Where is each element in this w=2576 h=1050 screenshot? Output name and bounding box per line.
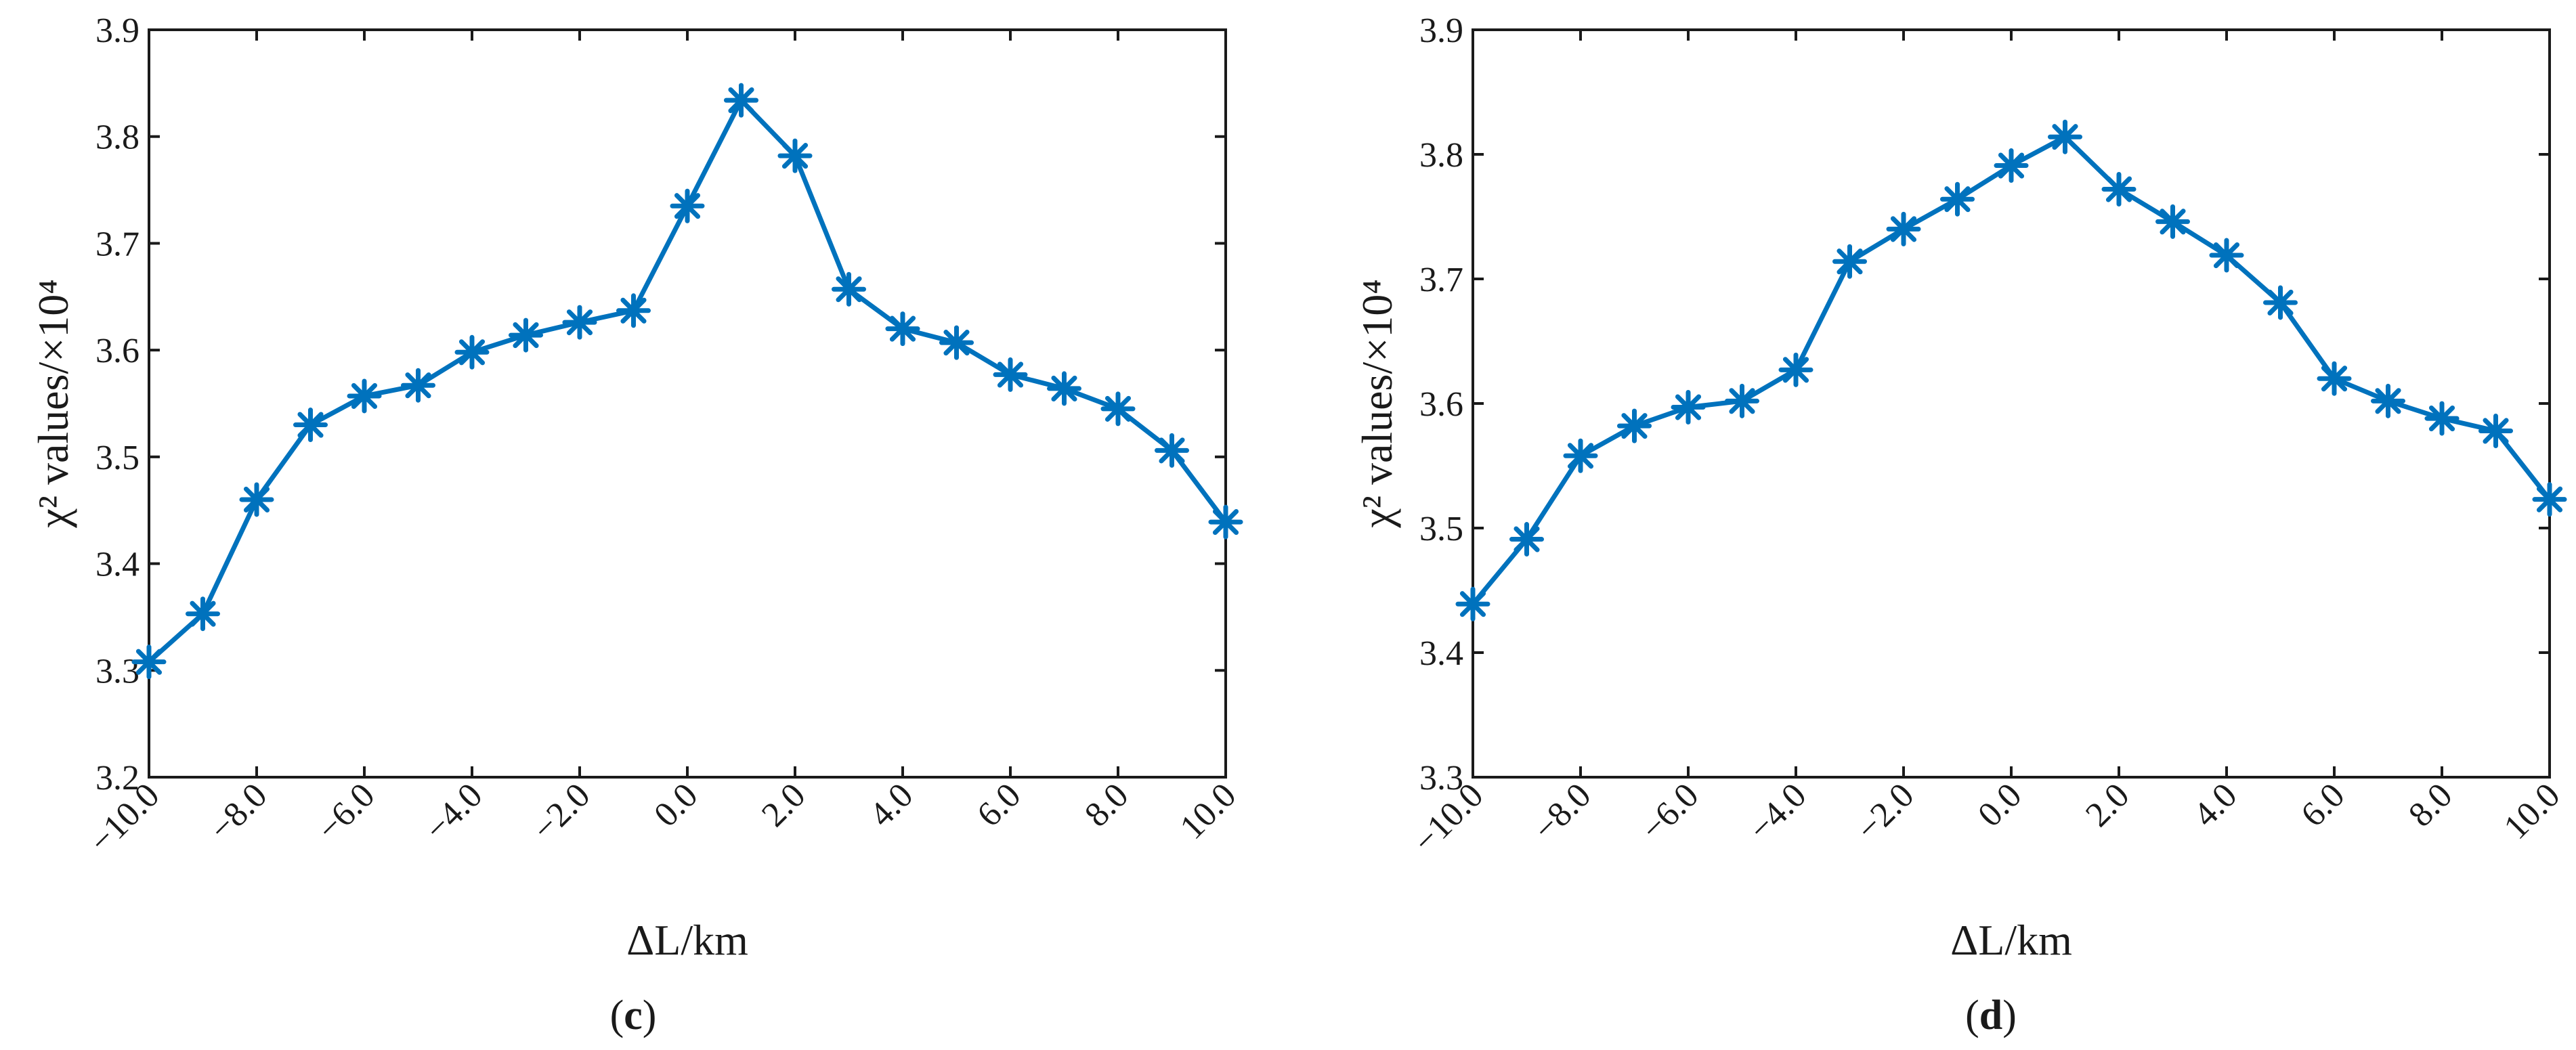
y-axis: 3.2 3.3 3.4 3.5 3.6 3.7 3.8 3.9 [95,12,1226,797]
y-tick-label: 3.7 [95,225,139,263]
y-tick-label: 3.9 [1419,12,1463,50]
x-axis: −10.0 −8.0 −6.0 −4.0 −2.0 0.0 2.0 4.0 6.0 8.0 10.0 [82,30,1243,861]
data-point [131,644,167,680]
x-tick-label: −8.0 [202,776,274,848]
panel-letter: c [624,992,643,1038]
data-point [2048,119,2082,154]
y-tick-label: 3.8 [1419,136,1463,175]
y-tick-label: 3.2 [95,759,139,797]
data-point [509,318,543,353]
y-tick-label: 3.8 [95,118,139,157]
data-point [939,325,974,360]
y-tick-label: 3.5 [1419,510,1463,548]
x-axis-title: ΔL/km [626,916,748,964]
y-axis-title: χ² values/×10⁴ [1353,279,1401,528]
x-axis-title: ΔL/km [1950,916,2072,964]
panel-letter: d [1979,992,2002,1038]
data-point [670,188,705,223]
y-tick-label: 3.4 [1419,634,1463,673]
data-point [1155,433,1189,468]
x-tick-label: 4.0 [862,776,920,834]
x-tick-label: 10.0 [2497,776,2568,847]
data-point [1886,211,1921,246]
panel-d: 3.33.43.53.63.73.83.9 −10.0 −8.0 −6.0 −4.0−… [1353,12,2567,1038]
data-point [2155,204,2190,239]
data-point [1671,390,1706,425]
data-point [562,305,597,340]
data-point [1778,352,1813,387]
x-tick-label: −2.0 [1849,776,1921,848]
x-tick-label: 8.0 [1077,776,1136,834]
y-tick-label: 3.9 [95,12,139,50]
data-point [2263,285,2298,320]
series [1455,119,2567,621]
data-point [1208,504,1243,540]
x-tick-label: 6.0 [970,776,1028,834]
data-point [186,596,220,632]
data-point [454,334,490,370]
data-point [401,368,435,403]
y-tick-label: 3.6 [95,332,139,370]
y-tick-label: 3.4 [95,546,139,584]
x-tick-label: −4.0 [417,776,490,848]
data-point [2101,172,2137,207]
data-point [1832,244,1867,279]
data-point [1994,148,2029,183]
data-point [885,311,920,347]
data-point [2209,238,2244,273]
data-point [2532,482,2567,517]
x-tick-label: −2.0 [525,776,597,848]
data-point [2371,383,2405,418]
y-tick-label: 3.5 [95,439,139,477]
y-tick-label: 3.6 [1419,385,1463,424]
panel-label: (d) [1965,992,2017,1038]
data-point [1563,438,1598,473]
y-axis: 3.3 3.4 3.5 3.6 3.7 3.8 3.9 [1419,12,2550,797]
x-tick-label: −4.0 [1741,776,1813,848]
x-tick-label: 2.0 [2078,776,2137,834]
data-point [239,482,274,517]
data-point [724,83,758,118]
data-point [1725,383,1759,418]
x-tick-label: 0.0 [647,776,705,834]
x-tick-label: 8.0 [2401,776,2460,834]
x-tick-label: 4.0 [2186,776,2244,834]
x-tick-label: 10.0 [1173,776,1244,847]
x-tick-label: −6.0 [309,776,382,848]
x-tick-label: 6.0 [2294,776,2352,834]
data-point [832,271,866,307]
data-point [1617,408,1652,443]
x-tick-label: 2.0 [754,776,813,834]
series [131,83,1243,680]
data-point [1100,391,1136,426]
y-tick-label: 3.3 [95,652,139,691]
data-point [1940,181,1975,217]
x-tick-label: −8.0 [1526,776,1598,848]
y-tick-label: 3.7 [1419,261,1463,299]
data-point [1509,522,1544,557]
data-point [2424,401,2460,436]
panel-label: (c) [610,992,657,1038]
series-line [1471,134,2552,606]
data-point [2478,413,2513,448]
data-point [2317,361,2352,396]
data-point [1455,586,1490,621]
y-tick-label: 3.3 [1419,759,1463,797]
x-tick-label: −6.0 [1633,776,1706,848]
data-point [616,293,651,328]
x-tick-label: 0.0 [1971,776,2029,834]
panel-c: 3.23.33.43.53.63.73.83.9 −10.0 −8.0 −6.0 −4… [29,12,1243,1038]
data-point [993,357,1028,392]
data-point [1047,371,1081,406]
data-point [347,378,382,414]
y-axis-title: χ² values/×10⁴ [29,279,77,528]
data-point [777,138,813,173]
data-point [293,408,328,443]
